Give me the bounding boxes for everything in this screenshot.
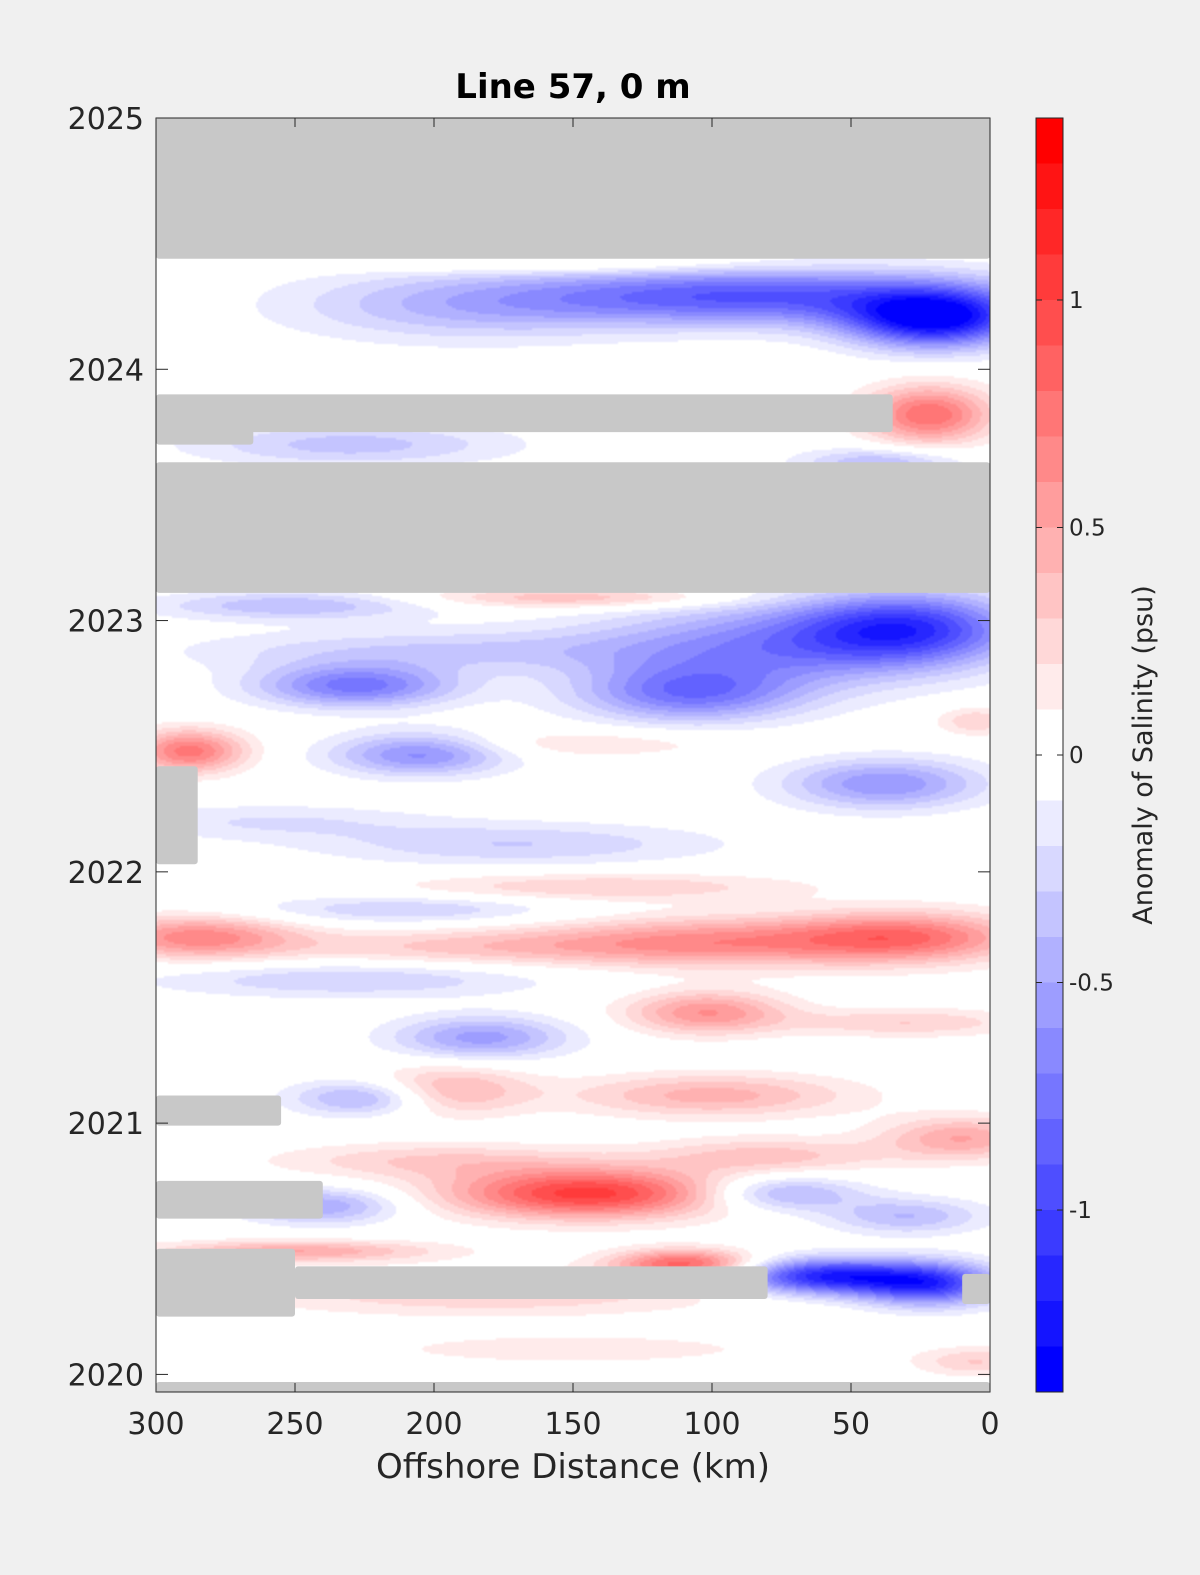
plot-area (156, 118, 990, 1392)
colorbar-tick-label: -1 (1069, 1198, 1092, 1224)
colorbar-level (1036, 1073, 1063, 1120)
colorbar-level (1036, 1255, 1063, 1302)
no-data-band (962, 1273, 990, 1305)
colorbar-level (1036, 709, 1063, 756)
no-data-band (295, 1266, 768, 1300)
colorbar-level (1036, 891, 1063, 938)
colorbar-label: Anomaly of Salinity (psu) (1128, 585, 1159, 924)
y-tick-label: 2020 (68, 1358, 144, 1393)
colorbar-tick-label: 1 (1069, 288, 1084, 314)
colorbar-tick-label: -0.5 (1069, 971, 1114, 997)
no-data-band (156, 1095, 282, 1126)
x-axis: 300 250 200 150 100 50 0 (127, 118, 1000, 1442)
colorbar-level (1036, 527, 1063, 574)
colorbar-level (1036, 664, 1063, 710)
no-data-band (156, 1180, 323, 1219)
y-tick-label: 2021 (68, 1107, 144, 1142)
colorbar-level (1036, 1119, 1063, 1165)
no-data-band (156, 1248, 295, 1317)
x-tick-label: 100 (683, 1407, 740, 1442)
colorbar-level (1036, 1210, 1063, 1256)
colorbar-level (1036, 436, 1063, 483)
colorbar-tick-label: 0.5 (1069, 516, 1106, 542)
colorbar-level (1036, 800, 1063, 847)
x-tick-label: 0 (980, 1407, 999, 1442)
colorbar-level (1036, 755, 1063, 801)
no-data-band (156, 766, 198, 865)
x-tick-label: 300 (127, 1407, 184, 1442)
colorbar-level (1036, 300, 1063, 346)
colorbar-level (1036, 209, 1063, 255)
chart-title: Line 57, 0 m (455, 67, 690, 107)
colorbar-level (1036, 618, 1063, 665)
y-tick-label: 2022 (68, 856, 144, 891)
colorbar-level (1036, 482, 1063, 528)
colorbar-level (1036, 982, 1063, 1029)
y-tick-label: 2025 (68, 102, 144, 137)
no-data-band (156, 424, 254, 445)
colorbar-level (1036, 846, 1063, 892)
y-tick-label: 2024 (68, 353, 144, 388)
x-tick-label: 200 (405, 1407, 462, 1442)
x-tick-label: 250 (266, 1407, 323, 1442)
y-axis: 2020 2021 2022 2023 2024 2025 (68, 102, 990, 1393)
colorbar-level (1036, 163, 1063, 210)
colorbar-level (1036, 937, 1063, 983)
colorbar-level (1036, 573, 1063, 619)
y-tick-label: 2023 (68, 605, 144, 640)
colorbar-level (1036, 118, 1063, 164)
colorbar: -1 -0.5 0 0.5 1 (1035, 117, 1114, 1393)
no-data-band (156, 394, 893, 433)
colorbar-tick-label: 0 (1069, 743, 1084, 769)
no-data-band (156, 118, 990, 259)
colorbar-level (1036, 1164, 1063, 1211)
no-data-band (156, 462, 990, 593)
colorbar-level (1036, 1301, 1063, 1347)
x-axis-label: Offshore Distance (km) (376, 1447, 770, 1487)
x-tick-label: 50 (832, 1407, 870, 1442)
colorbar-level (1036, 345, 1063, 392)
colorbar-level (1036, 254, 1063, 301)
colorbar-level (1036, 391, 1063, 437)
salinity-anomaly-heatmap (156, 118, 990, 1392)
colorbar-level (1036, 1346, 1063, 1393)
colorbar-level (1036, 1028, 1063, 1074)
x-tick-label: 150 (544, 1407, 601, 1442)
